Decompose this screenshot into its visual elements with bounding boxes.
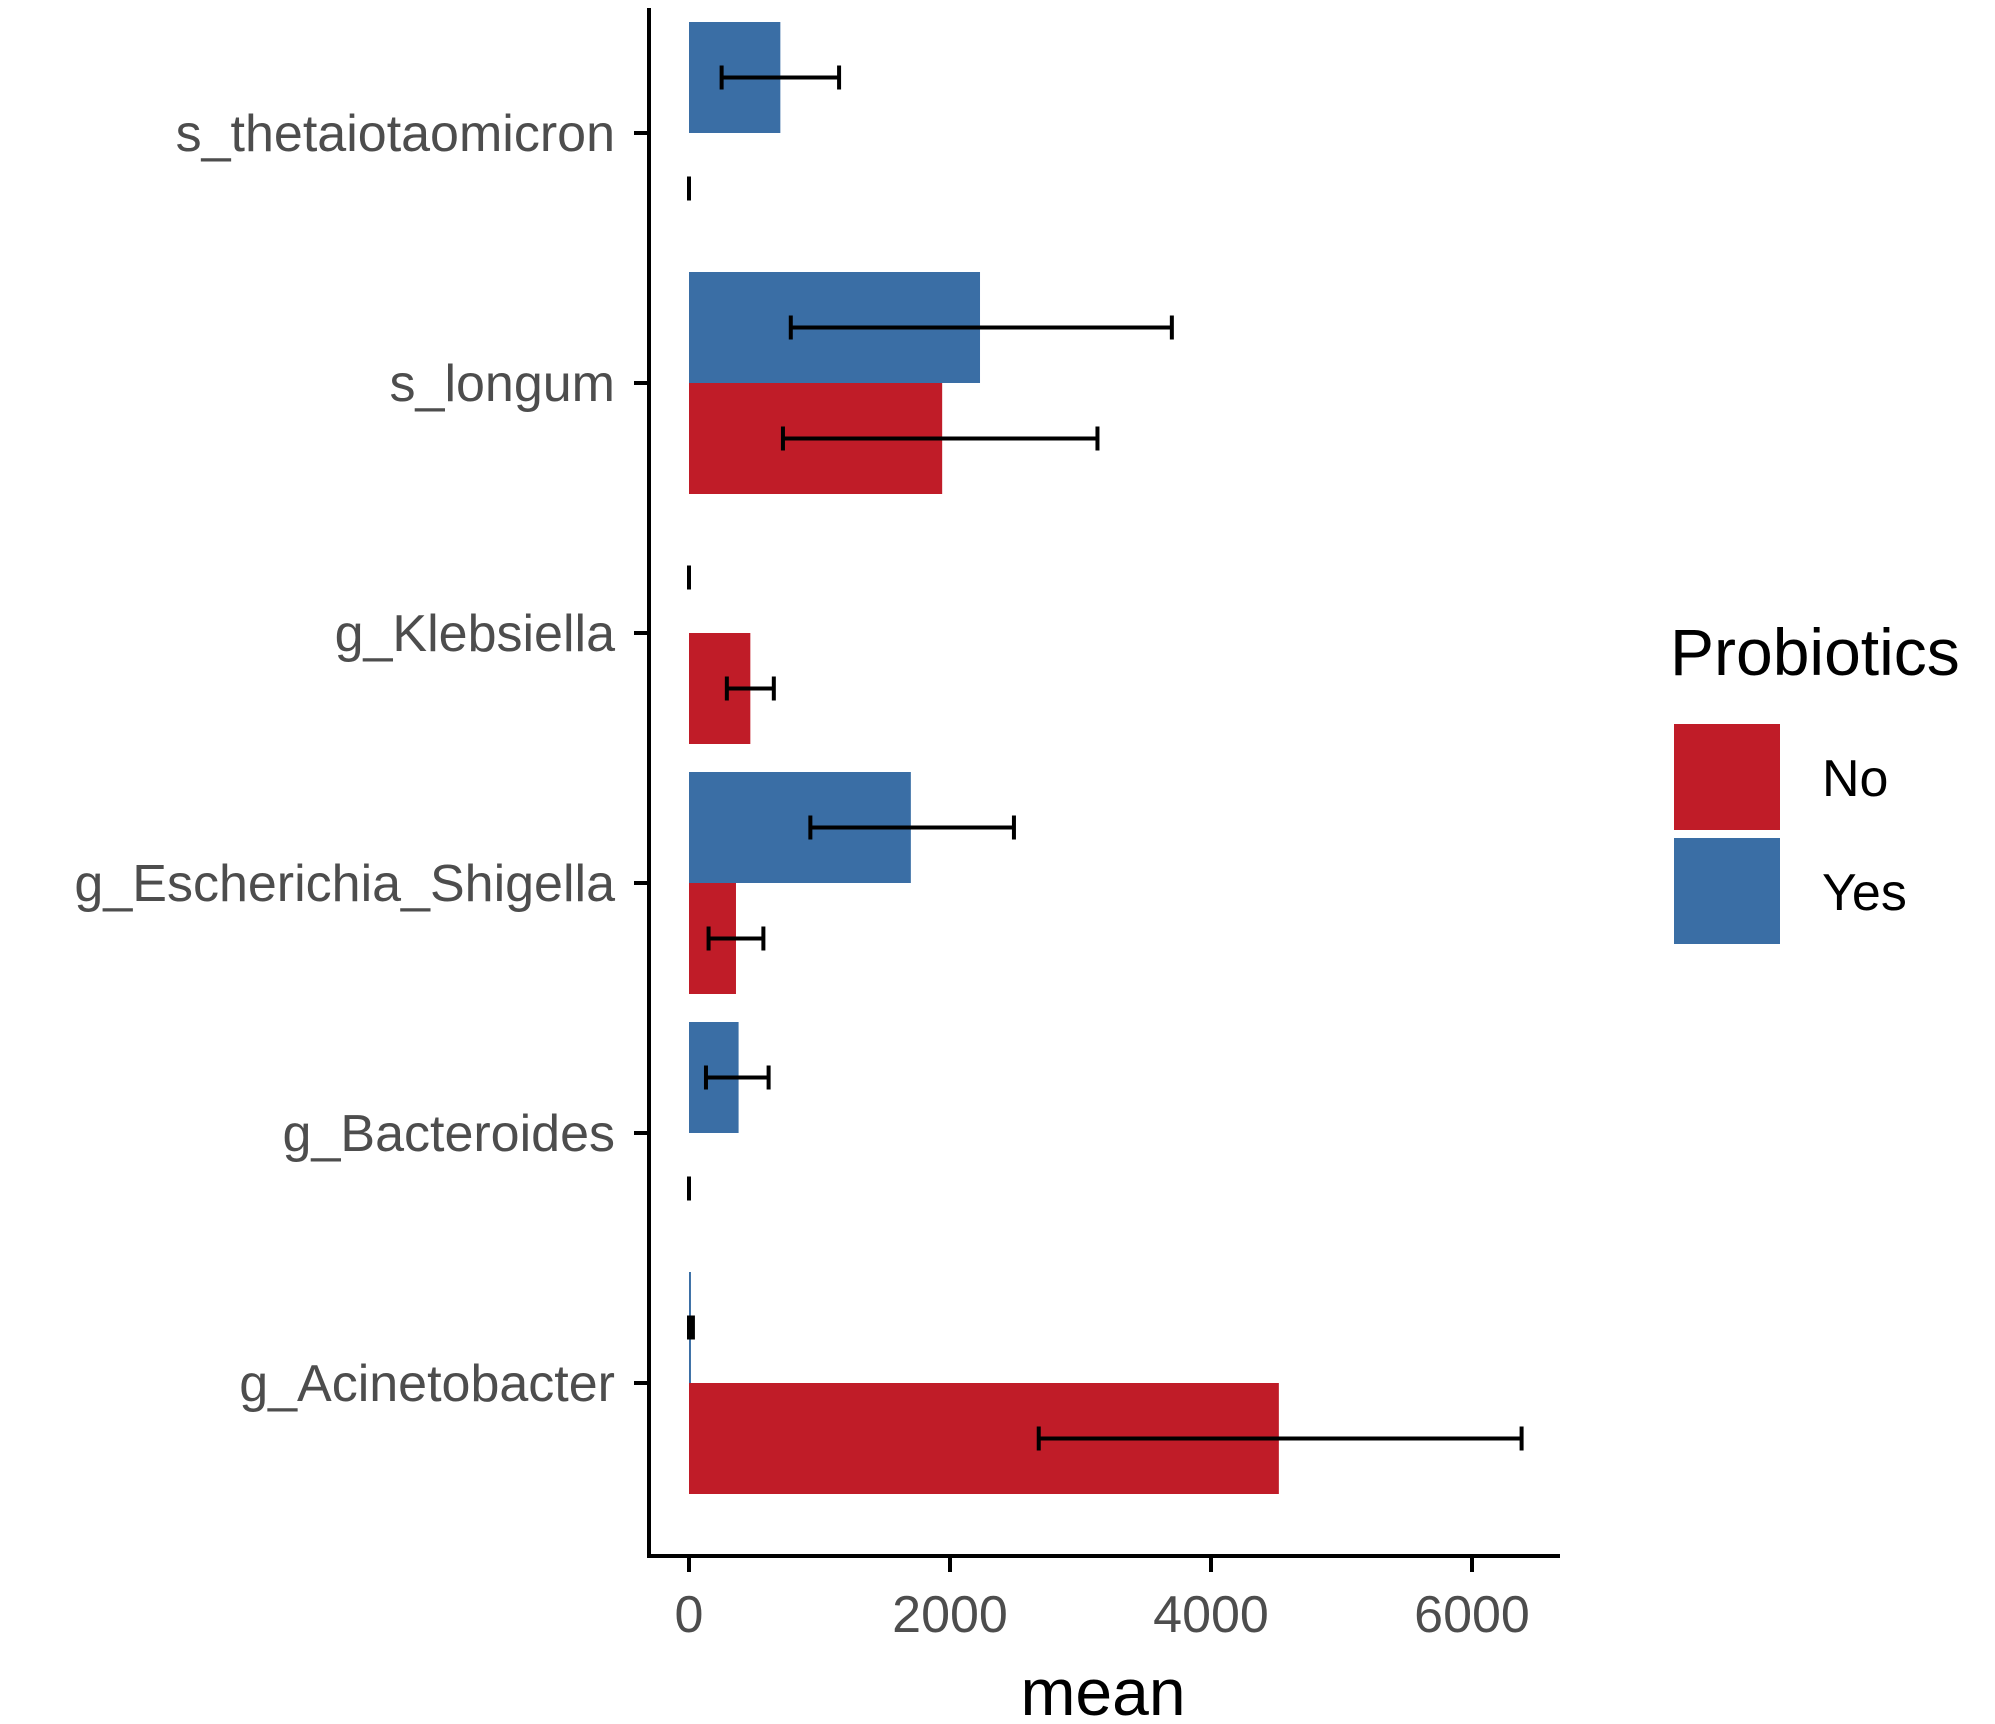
error-bar-no-s-longum — [780, 426, 1100, 451]
x-tick-label-2000: 2000 — [892, 1586, 1008, 1644]
bars — [689, 22, 1279, 1494]
legend-label-yes: Yes — [1822, 864, 1907, 922]
legend-title: Probiotics — [1670, 615, 1960, 689]
x-tick-label-0: 0 — [675, 1586, 704, 1644]
legend: Probiotics No Yes — [1670, 615, 1960, 944]
y-tick-label-s-thetaiotaomicron: s_thetaiotaomicron — [176, 105, 615, 163]
y-tick-label-g-bacteroides: g_Bacteroides — [283, 1105, 615, 1163]
y-tick-label-g-escherichia-shigella: g_Escherichia_Shigella — [74, 855, 615, 913]
error-bar-no-g-escherichia-shigella — [706, 926, 766, 951]
y-tick-label-s-longum: s_longum — [390, 355, 615, 413]
error-bar-no-g-klebsiella — [724, 676, 776, 701]
error-bars — [687, 65, 1524, 1451]
legend-swatch-no — [1674, 724, 1780, 830]
x-tick-label-6000: 6000 — [1414, 1586, 1530, 1644]
error-bar-yes-g-escherichia-shigella — [808, 815, 1016, 840]
y-tick-labels: s_thetaiotaomicron s_longum g_Klebsiella g_… — [74, 105, 615, 1413]
error-bar-no-g-acinetobacter — [1036, 1426, 1524, 1451]
y-ticks — [634, 131, 649, 1385]
error-bar-yes-g-bacteroides — [703, 1065, 771, 1090]
legend-label-no: No — [1822, 750, 1888, 808]
x-axis-title: mean — [1020, 1655, 1185, 1724]
error-bar-yes-s-thetaiotaomicron — [719, 65, 842, 90]
x-ticks — [687, 1556, 1474, 1572]
x-tick-label-4000: 4000 — [1153, 1586, 1269, 1644]
x-tick-labels: 0 2000 4000 6000 — [675, 1586, 1530, 1644]
y-tick-label-g-acinetobacter: g_Acinetobacter — [239, 1355, 615, 1413]
error-bar-yes-s-longum — [788, 315, 1174, 340]
legend-swatch-yes — [1674, 838, 1780, 944]
error-bar-yes-g-acinetobacter — [687, 1315, 695, 1340]
y-tick-label-g-klebsiella: g_Klebsiella — [335, 605, 615, 663]
